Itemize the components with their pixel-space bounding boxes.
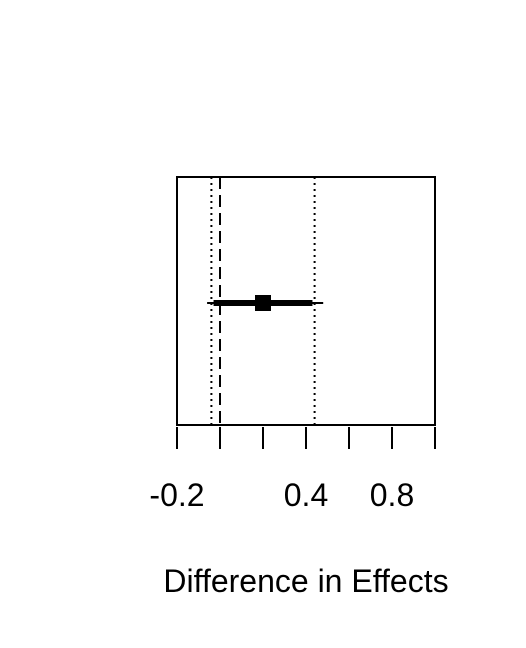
x-tick-label-0: -0.2 bbox=[149, 477, 204, 513]
estimate-points bbox=[207, 295, 324, 311]
reference-lines bbox=[210, 177, 316, 425]
x-axis: -0.2 0.4 0.8 bbox=[149, 427, 436, 513]
point-estimate-0 bbox=[255, 295, 271, 311]
x-tick-label-2: 0.8 bbox=[370, 477, 414, 513]
x-axis-title: Difference in Effects bbox=[163, 563, 448, 599]
x-tick-label-1: 0.4 bbox=[284, 477, 328, 513]
plot-frame bbox=[176, 176, 436, 426]
